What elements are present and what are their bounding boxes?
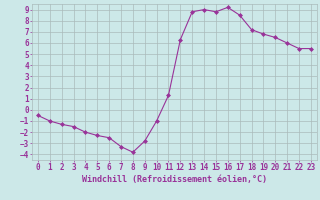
X-axis label: Windchill (Refroidissement éolien,°C): Windchill (Refroidissement éolien,°C) bbox=[82, 175, 267, 184]
